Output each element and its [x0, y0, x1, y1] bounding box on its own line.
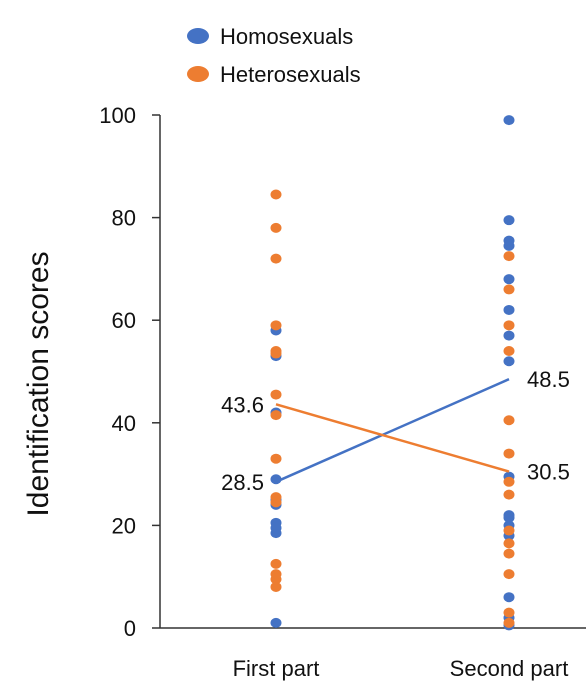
mean-label-first-heterosexuals: 43.6	[221, 392, 264, 417]
y-tick-label: 40	[112, 411, 136, 436]
data-point-homosexuals	[270, 617, 282, 628]
legend-label-homosexuals: Homosexuals	[220, 24, 353, 49]
data-point-homosexuals	[503, 592, 515, 603]
data-point-homosexuals	[503, 510, 515, 521]
data-point-heterosexuals	[270, 345, 282, 356]
mean-label-second-homosexuals: 48.5	[527, 367, 570, 392]
data-point-heterosexuals	[503, 569, 515, 580]
data-point-heterosexuals	[503, 538, 515, 549]
data-point-heterosexuals	[270, 492, 282, 503]
x-tick-label: First part	[233, 656, 320, 681]
data-point-heterosexuals	[270, 581, 282, 592]
data-points	[270, 115, 515, 631]
data-point-heterosexuals	[503, 489, 515, 500]
data-point-heterosexuals	[503, 448, 515, 459]
data-point-heterosexuals	[270, 320, 282, 331]
data-point-heterosexuals	[503, 607, 515, 618]
data-point-homosexuals	[270, 517, 282, 528]
x-tick-label: Second part	[450, 656, 569, 681]
data-point-heterosexuals	[270, 558, 282, 569]
data-point-heterosexuals	[270, 410, 282, 421]
data-point-homosexuals	[503, 235, 515, 246]
data-point-heterosexuals	[503, 415, 515, 426]
y-ticks: 0 20 40 60 80 100	[99, 103, 160, 641]
x-ticks: First part Second part	[233, 656, 569, 681]
y-tick-label: 80	[112, 206, 136, 231]
y-axis-label: Identification scores	[22, 251, 55, 516]
legend: Homosexuals Heterosexuals	[187, 24, 361, 87]
y-tick-label: 60	[112, 308, 136, 333]
data-point-homosexuals	[503, 115, 515, 126]
data-point-heterosexuals	[503, 525, 515, 536]
data-point-homosexuals	[503, 274, 515, 285]
legend-label-heterosexuals: Heterosexuals	[220, 62, 361, 87]
mean-label-first-homosexuals: 28.5	[221, 470, 264, 495]
data-point-heterosexuals	[270, 253, 282, 264]
data-point-heterosexuals	[503, 320, 515, 331]
data-point-heterosexuals	[503, 617, 515, 628]
data-point-homosexuals	[503, 356, 515, 367]
data-point-heterosexuals	[270, 453, 282, 464]
data-point-heterosexuals	[503, 476, 515, 487]
data-point-heterosexuals	[270, 189, 282, 200]
data-point-heterosexuals	[503, 548, 515, 559]
data-point-heterosexuals	[503, 284, 515, 295]
y-tick-label: 100	[99, 103, 136, 128]
legend-marker-heterosexuals	[187, 66, 209, 82]
data-point-heterosexuals	[270, 389, 282, 400]
mean-line-homosexuals	[275, 378, 510, 483]
data-point-homosexuals	[503, 330, 515, 341]
mean-line-heterosexuals	[275, 403, 510, 473]
mean-label-second-heterosexuals: 30.5	[527, 460, 570, 485]
data-point-heterosexuals	[270, 222, 282, 233]
y-tick-label: 20	[112, 513, 136, 538]
data-point-heterosexuals	[503, 345, 515, 356]
mean-lines: 28.5 48.5 43.6 30.5	[221, 367, 570, 495]
data-point-homosexuals	[503, 304, 515, 315]
data-point-heterosexuals	[503, 251, 515, 262]
legend-marker-homosexuals	[187, 28, 209, 44]
data-point-homosexuals	[503, 215, 515, 226]
data-point-heterosexuals	[270, 569, 282, 580]
y-tick-label: 0	[124, 616, 136, 641]
